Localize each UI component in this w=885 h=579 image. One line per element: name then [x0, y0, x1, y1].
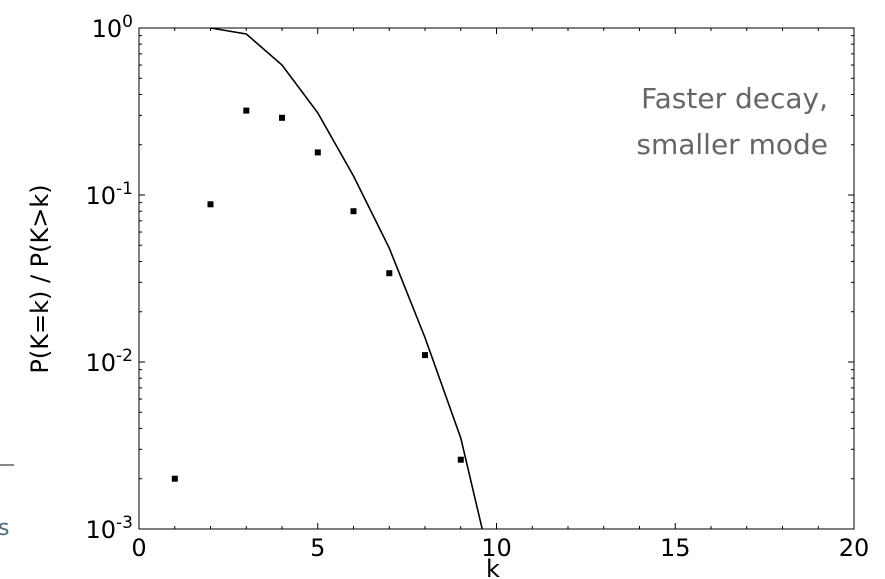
series-points — [171, 107, 464, 482]
data-point — [243, 107, 250, 114]
data-point — [314, 149, 321, 156]
x-tick-label: 5 — [310, 534, 325, 562]
data-point — [386, 270, 393, 277]
data-point — [350, 208, 357, 215]
y-tick-label: 10-3 — [86, 513, 134, 544]
fragment-text: s — [0, 516, 9, 541]
y-axis-title: P(K=k) / P(K>k) — [26, 184, 54, 373]
annotation-line-1: Faster decay, — [641, 82, 828, 115]
x-axis-title: k — [486, 555, 500, 579]
x-tick-label: 20 — [839, 534, 870, 562]
x-tick-label: 15 — [660, 534, 691, 562]
y-tick-label: 100 — [92, 12, 133, 43]
y-tick-label: 10-2 — [86, 346, 134, 377]
data-point — [457, 456, 464, 463]
data-point — [207, 201, 214, 208]
data-point — [279, 114, 285, 121]
series-line — [210, 27, 483, 530]
x-tick-label: 10 — [481, 534, 512, 562]
x-tick-label: 0 — [131, 534, 146, 562]
y-axis: 100 10-1 10-2 10-3 — [86, 12, 854, 544]
x-axis: 0 5 10 15 20 — [131, 28, 869, 562]
y-tick-label: 10-1 — [86, 179, 134, 210]
data-point — [422, 352, 428, 359]
annotation-line-2: smaller mode — [636, 128, 828, 161]
data-point — [171, 475, 178, 482]
